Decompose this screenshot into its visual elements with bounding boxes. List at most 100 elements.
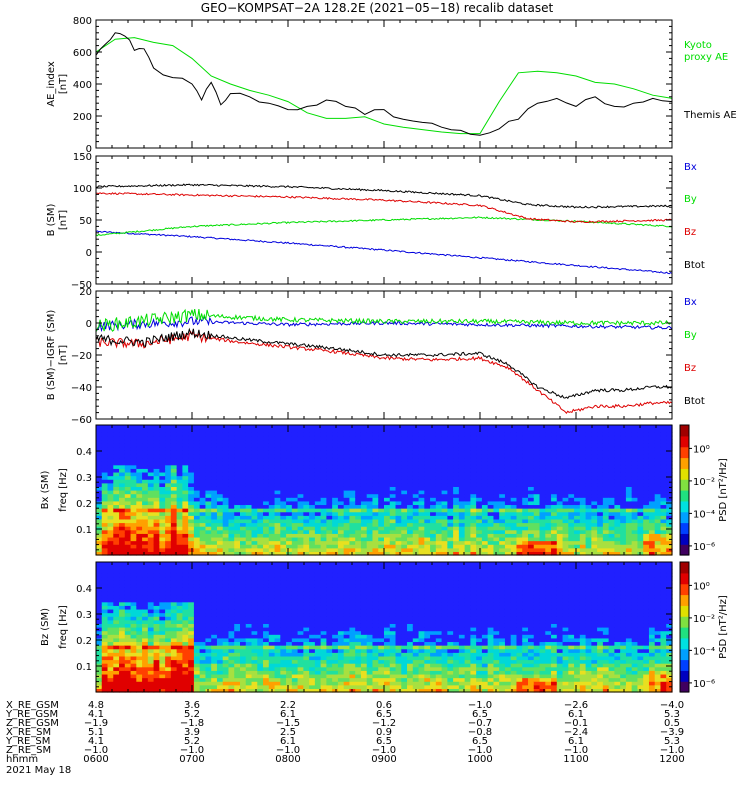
- spectrogram-cell: [147, 677, 155, 682]
- spectrogram-cell: [533, 518, 541, 524]
- spectrogram-cell: [199, 547, 207, 552]
- spectrogram-cell: [257, 461, 264, 466]
- spectrogram-cell: [447, 518, 454, 524]
- spectrogram-cell: [608, 468, 615, 473]
- spectrogram-cell: [545, 497, 552, 502]
- spectrogram-cell: [240, 428, 247, 433]
- spectrogram-cell: [257, 435, 264, 441]
- spectrogram-cell: [320, 432, 327, 437]
- spectrogram-cell: [332, 464, 339, 469]
- spectrogram-cell: [401, 425, 408, 430]
- spectrogram-cell: [585, 435, 592, 441]
- colorbar-segment: [680, 425, 689, 428]
- spectrogram-cell: [591, 457, 598, 462]
- spectrogram-cell: [257, 439, 264, 444]
- spectrogram-cell: [637, 551, 644, 556]
- spectrogram-cell: [608, 536, 615, 542]
- spectrogram-cell: [510, 486, 518, 491]
- spectrogram-cell: [188, 619, 195, 624]
- spectrogram-cell: [291, 425, 299, 430]
- spectrogram-cell: [193, 515, 201, 520]
- spectrogram-cell: [625, 471, 633, 477]
- spectrogram-cell: [96, 508, 103, 513]
- spectrogram-cell: [574, 425, 581, 430]
- spectrogram-cell: [395, 486, 402, 491]
- spectrogram-cell: [360, 526, 368, 531]
- spectrogram-cell: [493, 526, 500, 531]
- spectrogram-cell: [568, 479, 575, 484]
- spectrogram-cell: [130, 486, 137, 491]
- spectrogram-cell: [648, 446, 656, 451]
- spectrogram-cell: [280, 511, 287, 516]
- spectrogram-cell: [585, 518, 592, 524]
- spectrogram-cell: [268, 486, 276, 491]
- spectrogram-cell: [424, 529, 431, 534]
- spectrogram-cell: [159, 482, 166, 487]
- spectrogram-cell: [170, 536, 178, 542]
- spectrogram-cell: [280, 482, 287, 487]
- spectrogram-cell: [574, 464, 581, 469]
- spectrogram-cell: [476, 479, 483, 484]
- spectrogram-cell: [366, 479, 374, 484]
- spectrogram-cell: [216, 482, 224, 487]
- spectrogram-cell: [257, 464, 264, 469]
- spectrogram-cell: [176, 511, 183, 516]
- colorbar-segment: [680, 481, 689, 485]
- spectrogram-cell: [130, 490, 137, 495]
- spectrogram-cell: [458, 464, 466, 469]
- spectrogram-cell: [113, 425, 120, 430]
- spectrogram-cell: [222, 453, 230, 459]
- legend-entry: Bx: [684, 162, 697, 173]
- spectrogram-cell: [291, 540, 299, 545]
- spectrogram-cell: [395, 450, 402, 455]
- spectrogram-cell: [147, 587, 155, 592]
- spectrogram-cell: [528, 529, 535, 534]
- spectrogram-cell: [119, 464, 126, 469]
- spectrogram-cell: [539, 461, 546, 466]
- colorbar-segment: [680, 511, 689, 515]
- spectrogram-cell: [597, 432, 604, 437]
- spectrogram-cell: [142, 590, 149, 596]
- spectrogram-cell: [620, 511, 627, 516]
- spectrogram-cell: [608, 446, 615, 451]
- spectrogram-cell: [96, 464, 103, 469]
- spectrogram-cell: [435, 547, 443, 552]
- spectrogram-cell: [366, 471, 374, 477]
- spectrogram-cell: [660, 547, 667, 552]
- spectrogram-cell: [447, 450, 454, 455]
- spectrogram-cell: [648, 504, 656, 509]
- spectrogram-cell: [170, 666, 178, 671]
- spectrogram-cell: [326, 457, 333, 462]
- spectrogram-cell: [130, 475, 137, 480]
- spectrogram-cell: [286, 547, 293, 552]
- spectrogram-cell: [620, 547, 627, 552]
- spectrogram-cell: [142, 482, 149, 487]
- legend-entry: Btot: [684, 260, 705, 271]
- spectrogram-cell: [343, 468, 351, 473]
- spectrogram-cell: [107, 435, 114, 441]
- spectrogram-cell: [470, 504, 477, 509]
- spectrogram-cell: [470, 551, 477, 556]
- series-line-kyoto-proxy-ae: [95, 37, 673, 135]
- spectrogram-cell: [222, 500, 230, 506]
- spectrogram-cell: [666, 439, 673, 444]
- spectrogram-cell: [464, 486, 471, 491]
- spectrogram-cell: [130, 518, 137, 524]
- spectrogram-cell: [389, 432, 397, 437]
- spectrogram-cell: [389, 450, 397, 455]
- spectrogram-cell: [378, 439, 385, 444]
- spectrogram-cell: [384, 551, 391, 556]
- spectrogram-cell: [654, 526, 662, 531]
- spectrogram-cell: [263, 526, 270, 531]
- spectrogram-cell: [574, 486, 581, 491]
- spectrogram-cell: [516, 515, 523, 520]
- spectrogram-cell: [545, 479, 552, 484]
- spectrogram-cell: [193, 648, 201, 653]
- spectrogram-cell: [101, 648, 109, 653]
- spectrogram-cell: [153, 659, 160, 664]
- spectrogram-cell: [453, 443, 460, 448]
- spectrogram-cell: [314, 461, 322, 466]
- spectrogram-cell: [522, 435, 529, 441]
- spectrogram-cell: [424, 511, 431, 516]
- spectrogram-cell: [360, 490, 368, 495]
